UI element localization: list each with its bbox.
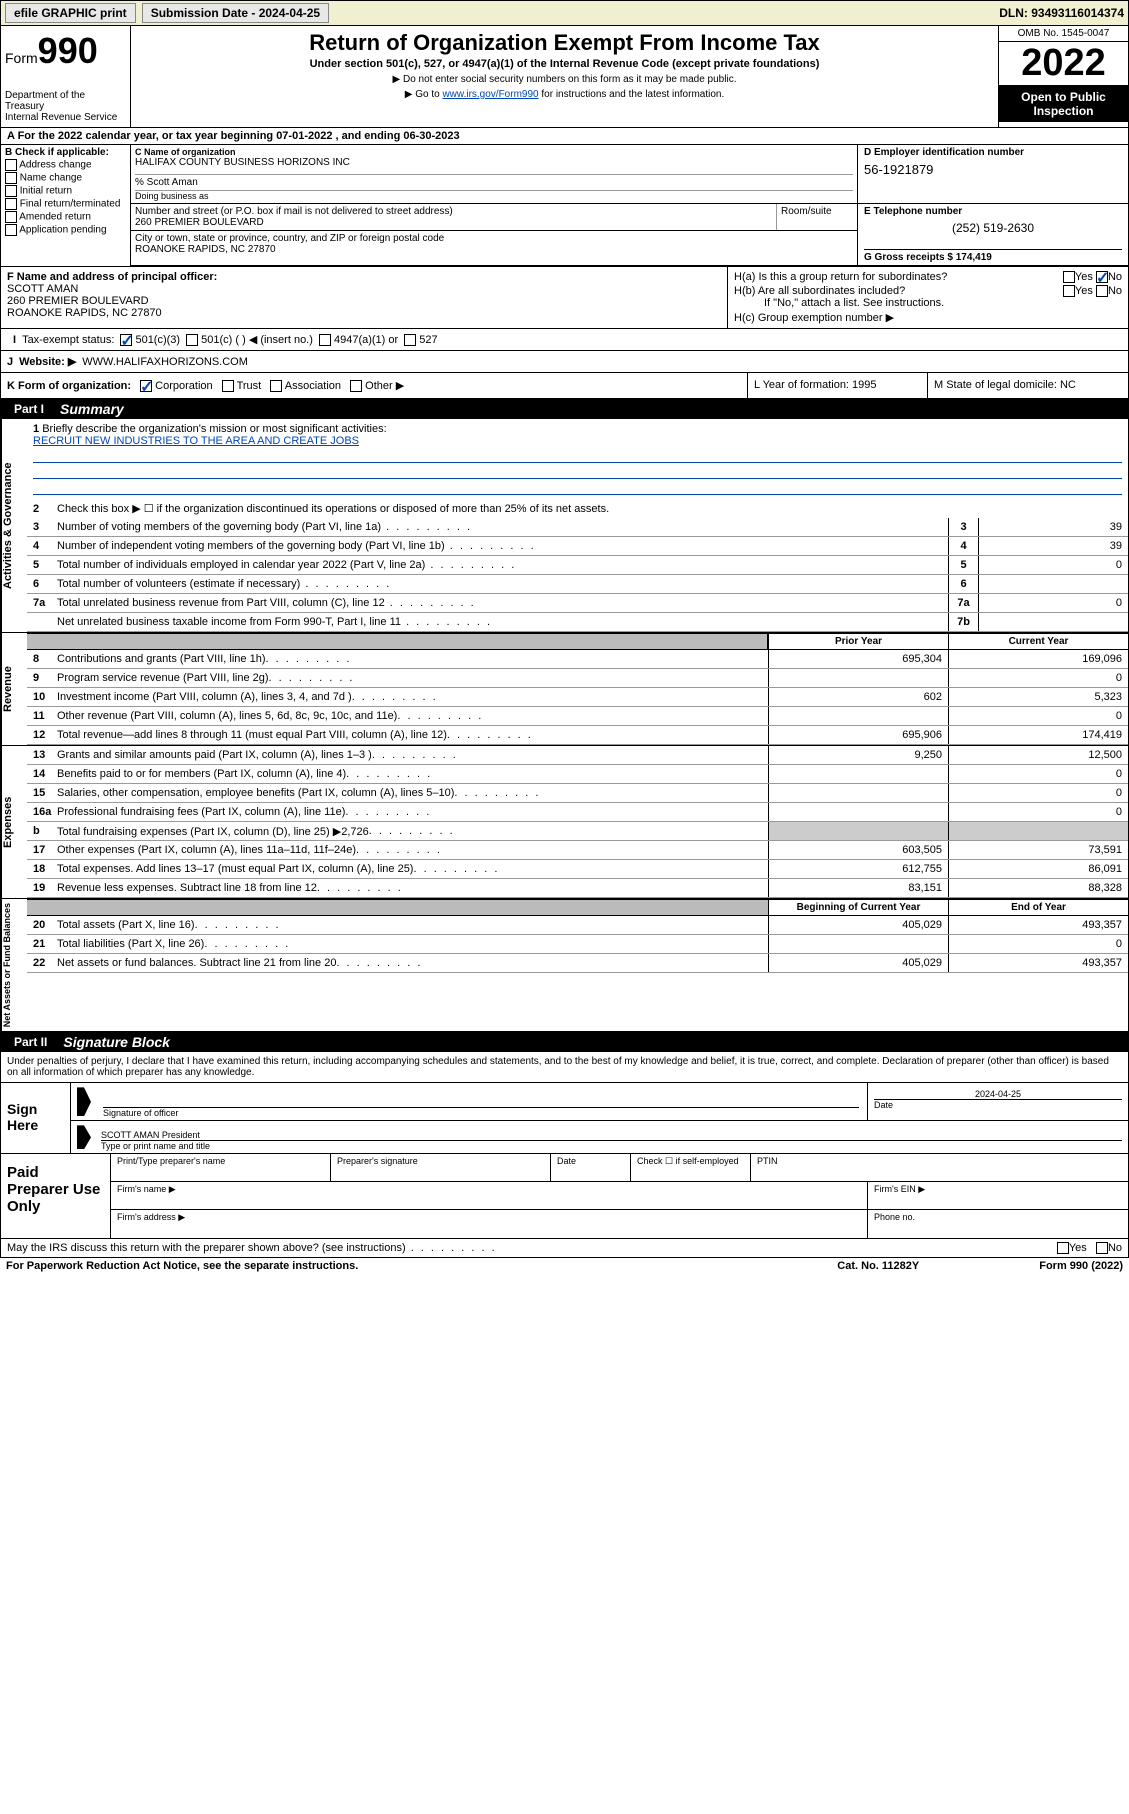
form-header: Form990 Department of the Treasury Inter… xyxy=(0,26,1129,128)
row-l-year: L Year of formation: 1995 xyxy=(748,373,928,398)
signature-arrow-icon xyxy=(77,1087,91,1116)
chk-final-return[interactable]: Final return/terminated xyxy=(5,198,126,210)
mission-link[interactable]: RECRUIT NEW INDUSTRIES TO THE AREA AND C… xyxy=(33,435,359,447)
row-i-status: I Tax-exempt status: 501(c)(3) 501(c) ( … xyxy=(0,329,1129,351)
summary-line: 18Total expenses. Add lines 13–17 (must … xyxy=(27,860,1128,879)
summary-line: bTotal fundraising expenses (Part IX, co… xyxy=(27,822,1128,841)
chk-corp[interactable] xyxy=(140,380,152,392)
row-a-tax-year: A For the 2022 calendar year, or tax yea… xyxy=(0,128,1129,145)
side-net-assets: Net Assets or Fund Balances xyxy=(1,899,27,1031)
goto-note: ▶ Go to www.irs.gov/Form990 for instruct… xyxy=(135,89,994,100)
discuss-row: May the IRS discuss this return with the… xyxy=(0,1239,1129,1257)
box-b: B Check if applicable: Address change Na… xyxy=(1,145,131,266)
box-g-gross: G Gross receipts $ 174,419 xyxy=(864,249,1122,263)
open-inspection: Open to Public Inspection xyxy=(999,86,1128,122)
line2-checkbox: 2Check this box ▶ ☐ if the organization … xyxy=(27,499,1128,518)
dept-label: Department of the Treasury Internal Reve… xyxy=(5,90,126,123)
summary-line: 19Revenue less expenses. Subtract line 1… xyxy=(27,879,1128,898)
summary-line: Net unrelated business taxable income fr… xyxy=(27,613,1128,632)
row-j-website: J Website: ▶ WWW.HALIFAXHORIZONS.COM xyxy=(0,351,1129,373)
summary-line: 5Total number of individuals employed in… xyxy=(27,556,1128,575)
summary-line: 9Program service revenue (Part VIII, lin… xyxy=(27,669,1128,688)
sign-here-block: Sign Here Signature of officer 2024-04-2… xyxy=(0,1082,1129,1154)
box-c-name: C Name of organization HALIFAX COUNTY BU… xyxy=(131,145,858,203)
box-c-address: Number and street (or P.O. box if mail i… xyxy=(131,204,858,265)
part1-header: Part I Summary xyxy=(0,399,1129,419)
chk-address-change[interactable]: Address change xyxy=(5,159,126,171)
form-subtitle: Under section 501(c), 527, or 4947(a)(1)… xyxy=(135,58,994,70)
summary-line: 21Total liabilities (Part X, line 26)0 xyxy=(27,935,1128,954)
summary-line: 17Other expenses (Part IX, column (A), l… xyxy=(27,841,1128,860)
summary-line: 7aTotal unrelated business revenue from … xyxy=(27,594,1128,613)
row-k-form-org: K Form of organization: Corporation Trus… xyxy=(1,373,748,398)
box-e-phone: E Telephone number (252) 519-2630 G Gros… xyxy=(858,204,1128,265)
name-arrow-icon xyxy=(77,1125,91,1149)
summary-line: 12Total revenue—add lines 8 through 11 (… xyxy=(27,726,1128,745)
omb-number: OMB No. 1545-0047 xyxy=(999,26,1128,42)
form-number: Form990 xyxy=(5,30,126,72)
box-f-officer: F Name and address of principal officer:… xyxy=(1,267,728,328)
summary-line: 6Total number of volunteers (estimate if… xyxy=(27,575,1128,594)
summary-line: 15Salaries, other compensation, employee… xyxy=(27,784,1128,803)
chk-other[interactable] xyxy=(350,380,362,392)
chk-initial-return[interactable]: Initial return xyxy=(5,185,126,197)
box-d-ein: D Employer identification number 56-1921… xyxy=(858,145,1128,203)
side-revenue: Revenue xyxy=(1,633,27,745)
summary-line: 11Other revenue (Part VIII, column (A), … xyxy=(27,707,1128,726)
begin-end-header: Beginning of Current Year End of Year xyxy=(27,899,1128,916)
side-expenses: Expenses xyxy=(1,746,27,898)
box-h: H(a) Is this a group return for subordin… xyxy=(728,267,1128,328)
irs-link[interactable]: www.irs.gov/Form990 xyxy=(442,89,538,100)
prior-current-header: Prior Year Current Year xyxy=(27,633,1128,650)
summary-line: 22Net assets or fund balances. Subtract … xyxy=(27,954,1128,973)
chk-name-change[interactable]: Name change xyxy=(5,172,126,184)
signature-intro: Under penalties of perjury, I declare th… xyxy=(0,1052,1129,1082)
chk-501c3[interactable] xyxy=(120,334,132,346)
part2-header: Part II Signature Block xyxy=(0,1032,1129,1052)
summary-line: 16aProfessional fundraising fees (Part I… xyxy=(27,803,1128,822)
summary-line: 4Number of independent voting members of… xyxy=(27,537,1128,556)
dln-label: DLN: 93493116014374 xyxy=(999,6,1124,20)
line1-mission: 1 Briefly describe the organization's mi… xyxy=(27,419,1128,499)
chk-4947[interactable] xyxy=(319,334,331,346)
chk-501c[interactable] xyxy=(186,334,198,346)
chk-assoc[interactable] xyxy=(270,380,282,392)
top-bar: efile GRAPHIC print Submission Date - 20… xyxy=(0,0,1129,26)
tax-year: 2022 xyxy=(999,42,1128,86)
row-m-state: M State of legal domicile: NC xyxy=(928,373,1128,398)
footer: For Paperwork Reduction Act Notice, see … xyxy=(0,1257,1129,1274)
summary-line: 20Total assets (Part X, line 16)405,0294… xyxy=(27,916,1128,935)
chk-527[interactable] xyxy=(404,334,416,346)
summary-line: 13Grants and similar amounts paid (Part … xyxy=(27,746,1128,765)
summary-line: 14Benefits paid to or for members (Part … xyxy=(27,765,1128,784)
submission-date-button[interactable]: Submission Date - 2024-04-25 xyxy=(142,3,329,23)
chk-trust[interactable] xyxy=(222,380,234,392)
form-title: Return of Organization Exempt From Incom… xyxy=(135,30,994,56)
side-governance: Activities & Governance xyxy=(1,419,27,632)
summary-line: 3Number of voting members of the governi… xyxy=(27,518,1128,537)
chk-app-pending[interactable]: Application pending xyxy=(5,224,126,236)
chk-amended[interactable]: Amended return xyxy=(5,211,126,223)
summary-line: 10Investment income (Part VIII, column (… xyxy=(27,688,1128,707)
paid-preparer-block: Paid Preparer Use Only Print/Type prepar… xyxy=(0,1154,1129,1239)
ssn-note: ▶ Do not enter social security numbers o… xyxy=(135,74,994,85)
efile-print-button[interactable]: efile GRAPHIC print xyxy=(5,3,136,23)
summary-line: 8Contributions and grants (Part VIII, li… xyxy=(27,650,1128,669)
